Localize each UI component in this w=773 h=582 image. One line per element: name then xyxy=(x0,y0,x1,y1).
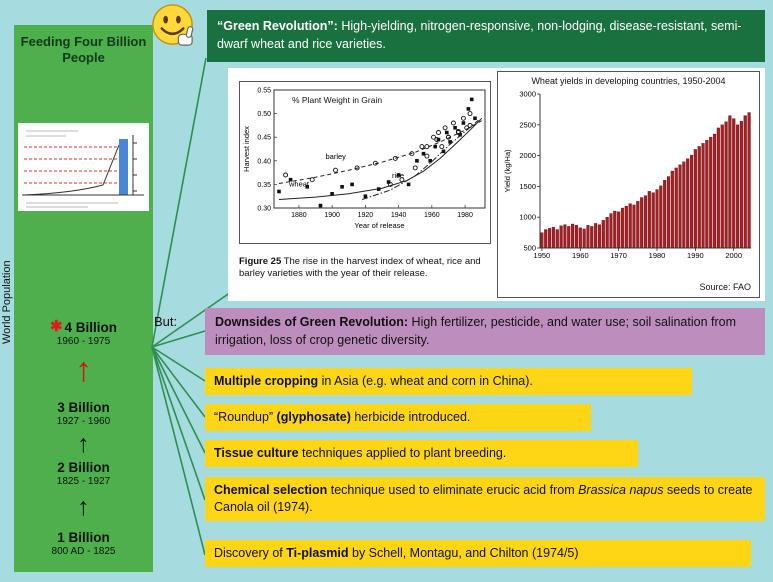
svg-text:2000: 2000 xyxy=(519,151,536,160)
up-arrow-icon: ↑ xyxy=(77,430,90,458)
svg-text:3000: 3000 xyxy=(519,90,536,99)
milestone-1-billion: 1 Billion 800 AD - 1825 xyxy=(14,530,153,557)
svg-text:1940: 1940 xyxy=(391,212,407,219)
svg-text:wheat: wheat xyxy=(288,179,310,188)
milestone-label: ✱ 4 Billion xyxy=(49,318,118,335)
note-roundup: “Roundup” (glyphosate) herbicide introdu… xyxy=(205,404,591,431)
bar-chart-title: Wheat yields in developing countries, 19… xyxy=(531,76,726,86)
svg-text:rice: rice xyxy=(392,171,404,180)
panel-title: Feeding Four Billion People xyxy=(20,34,147,66)
figure-caption: Figure 25 The rise in the harvest index … xyxy=(239,256,481,280)
note-multiple-cropping: Multiple cropping in Asia (e.g. wheat an… xyxy=(205,368,692,395)
milestone-3-billion: 3 Billion 1927 - 1960 xyxy=(14,400,153,427)
up-arrow-icon: ↑ xyxy=(77,493,90,521)
svg-text:2500: 2500 xyxy=(519,120,536,129)
svg-text:1970: 1970 xyxy=(610,251,627,260)
but-label: But: xyxy=(154,314,178,329)
population-chart-thumbnail xyxy=(18,123,149,211)
feeding-panel: Feeding Four Billion People xyxy=(14,25,153,572)
milestone-label: 1 Billion xyxy=(57,530,110,545)
downsides-box: Downsides of Green Revolution: High fert… xyxy=(205,308,765,355)
milestone-dates: 800 AD - 1825 xyxy=(51,546,116,557)
svg-text:1960: 1960 xyxy=(424,212,440,219)
milestone-dates: 1927 - 1960 xyxy=(56,416,111,427)
note-chemical-selection: Chemical selection technique used to eli… xyxy=(205,477,765,521)
svg-text:1960: 1960 xyxy=(571,251,588,260)
svg-text:1900: 1900 xyxy=(324,212,340,219)
milestone-label: 2 Billion xyxy=(57,460,110,475)
svg-text:0.50: 0.50 xyxy=(257,111,271,118)
svg-text:1880: 1880 xyxy=(291,212,307,219)
source-label: Source: FAO xyxy=(699,282,751,292)
svg-text:1500: 1500 xyxy=(519,182,536,191)
smiley-thumbs-up-icon xyxy=(149,2,198,51)
svg-text:% Plant Weight in Grain: % Plant Weight in Grain xyxy=(292,95,382,105)
svg-text:Harvest index: Harvest index xyxy=(242,126,251,172)
svg-text:1920: 1920 xyxy=(358,212,374,219)
milestone-dates: 1825 - 1927 xyxy=(56,476,111,487)
svg-text:Year of release: Year of release xyxy=(354,221,404,230)
charts-panel: % Plant Weight in Grain 0.30 0.35 0.40 0.45 0… xyxy=(228,68,765,301)
milestone-label: 3 Billion xyxy=(57,400,110,415)
note-tissue-culture: Tissue culture techniques applied to pla… xyxy=(205,440,638,467)
svg-text:0.45: 0.45 xyxy=(257,135,271,142)
population-thumbnail-graphic xyxy=(18,123,149,211)
milestone-dates: 1960 - 1975 xyxy=(56,336,111,347)
harvest-index-chart: % Plant Weight in Grain 0.30 0.35 0.40 0.45 0… xyxy=(239,81,491,244)
svg-text:1000: 1000 xyxy=(519,213,536,222)
svg-text:0.35: 0.35 xyxy=(257,182,271,189)
svg-text:0.55: 0.55 xyxy=(257,88,271,95)
milestone-4-billion: ✱ 4 Billion 1960 - 1975 xyxy=(14,317,153,347)
svg-text:1980: 1980 xyxy=(648,251,665,260)
svg-text:1990: 1990 xyxy=(687,251,704,260)
note-ti-plasmid: Discovery of Ti-plasmid by Schell, Monta… xyxy=(205,540,751,567)
header-rest-text: High-yielding, nitrogen-responsive, non-… xyxy=(217,19,742,52)
red-asterisk-icon: ✱ xyxy=(49,318,63,335)
svg-text:2000: 2000 xyxy=(725,251,742,260)
svg-text:0.40: 0.40 xyxy=(257,158,271,165)
downsides-bold-text: Downsides of Green Revolution: xyxy=(215,315,409,329)
svg-text:barley: barley xyxy=(326,152,347,161)
svg-text:1950: 1950 xyxy=(533,251,550,260)
milestone-2-billion: 2 Billion 1825 - 1927 xyxy=(14,460,153,487)
wheat-yield-chart: Wheat yields in developing countries, 19… xyxy=(497,71,760,298)
svg-text:500: 500 xyxy=(523,244,536,253)
svg-text:0.30: 0.30 xyxy=(257,206,271,213)
svg-text:1980: 1980 xyxy=(457,212,473,219)
up-arrow-red-icon: ↑ xyxy=(75,351,92,389)
header-bold-text: “Green Revolution”: xyxy=(217,19,338,33)
world-population-axis-label: World Population xyxy=(1,260,13,344)
green-revolution-header: “Green Revolution”: High-yielding, nitro… xyxy=(207,10,765,62)
downsides-rest-text: High fertilizer, pesticide, and water us… xyxy=(215,315,737,347)
svg-text:Yield (kg/Ha): Yield (kg/Ha) xyxy=(503,149,512,193)
